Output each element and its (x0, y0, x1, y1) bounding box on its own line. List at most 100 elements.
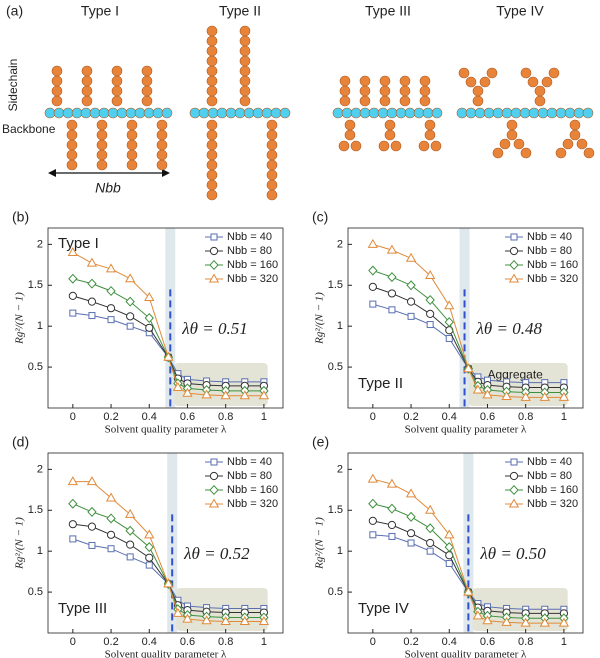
bead (384, 119, 396, 131)
bead (134, 107, 146, 119)
marker (520, 391, 531, 401)
series-line (72, 252, 264, 397)
marker (163, 351, 174, 361)
bead (206, 85, 218, 97)
bead (431, 107, 443, 119)
bead (422, 107, 434, 119)
legend-marker (210, 458, 218, 466)
bead (111, 95, 123, 107)
bead (506, 119, 518, 131)
marker (406, 297, 416, 306)
x-tick-label: 1 (261, 636, 267, 648)
type-title: Type IV (496, 3, 544, 19)
x-tick-label: 1 (561, 411, 567, 423)
bead (350, 140, 362, 152)
bead (206, 35, 218, 47)
marker (107, 316, 115, 324)
bead (569, 129, 581, 141)
y-axis-label: Rg²/(N − 1) (14, 517, 26, 570)
marker (472, 610, 484, 620)
y-tick-label: 1.5 (328, 279, 343, 291)
marker (368, 516, 377, 526)
bead (520, 147, 532, 159)
marker (426, 538, 435, 548)
x-tick-label: 0.4 (442, 411, 457, 423)
bead (359, 95, 371, 107)
bead (143, 107, 155, 119)
marker (172, 607, 184, 617)
bead (419, 95, 431, 107)
marker (520, 617, 531, 627)
bead (513, 138, 525, 150)
panel-label: (b) (12, 209, 29, 225)
marker (444, 300, 455, 310)
legend-label: Nbb = 160 (227, 259, 278, 271)
bead (66, 129, 78, 141)
bead (576, 138, 588, 150)
marker (258, 616, 270, 626)
legend-label: Nbb = 320 (227, 273, 278, 285)
bead (206, 75, 218, 87)
marker (444, 542, 454, 553)
x-tick-label: 0.6 (180, 411, 195, 423)
bead (359, 85, 371, 97)
x-tick-label: 0.8 (218, 636, 233, 648)
bead (239, 45, 251, 57)
marker (558, 391, 570, 401)
bead (399, 95, 411, 107)
bead (252, 107, 264, 119)
bead (573, 107, 585, 119)
bead (189, 107, 201, 119)
bead (126, 129, 138, 141)
bead (141, 85, 153, 97)
marker (68, 273, 78, 284)
bead (96, 139, 108, 151)
bead (89, 107, 101, 119)
marker (125, 525, 135, 536)
legend-marker (209, 246, 219, 256)
bead (413, 107, 425, 119)
bead (81, 75, 93, 87)
y-tick-label: 0.5 (28, 361, 43, 373)
bead (344, 119, 356, 131)
plot-frame (347, 452, 584, 634)
legend-marker (510, 233, 518, 241)
type-title: Type II (219, 3, 261, 19)
marker (367, 238, 379, 248)
marker (386, 478, 398, 488)
bead (548, 67, 560, 79)
x-tick-label: 0.2 (403, 636, 418, 648)
marker (126, 540, 135, 549)
bead (555, 107, 567, 119)
bead (81, 65, 93, 77)
bead (156, 139, 168, 151)
marker (482, 615, 493, 625)
bead (98, 107, 110, 119)
bead (198, 107, 210, 119)
x-tick-label: 1 (561, 636, 567, 648)
marker (68, 498, 78, 509)
bead (368, 107, 380, 119)
bead (225, 107, 237, 119)
x-tick-label: 0.2 (103, 636, 118, 648)
marker (426, 321, 434, 329)
marker (501, 616, 512, 626)
marker (126, 322, 134, 330)
legend-label: Nbb = 160 (527, 259, 578, 271)
bead (207, 107, 219, 119)
bead (564, 107, 576, 119)
type-label: Type IV (358, 600, 409, 617)
type-label: Type II (358, 375, 403, 392)
theta-annotation: λθ = 0.50 (479, 544, 546, 563)
marker (144, 292, 155, 302)
bead (239, 85, 251, 97)
bead (546, 107, 558, 119)
bead (339, 75, 351, 87)
bead (111, 65, 123, 77)
marker (201, 389, 212, 399)
bead (339, 95, 351, 107)
bead (51, 85, 63, 97)
bead (266, 159, 278, 171)
marker (388, 532, 396, 540)
plot-frame (47, 452, 284, 634)
